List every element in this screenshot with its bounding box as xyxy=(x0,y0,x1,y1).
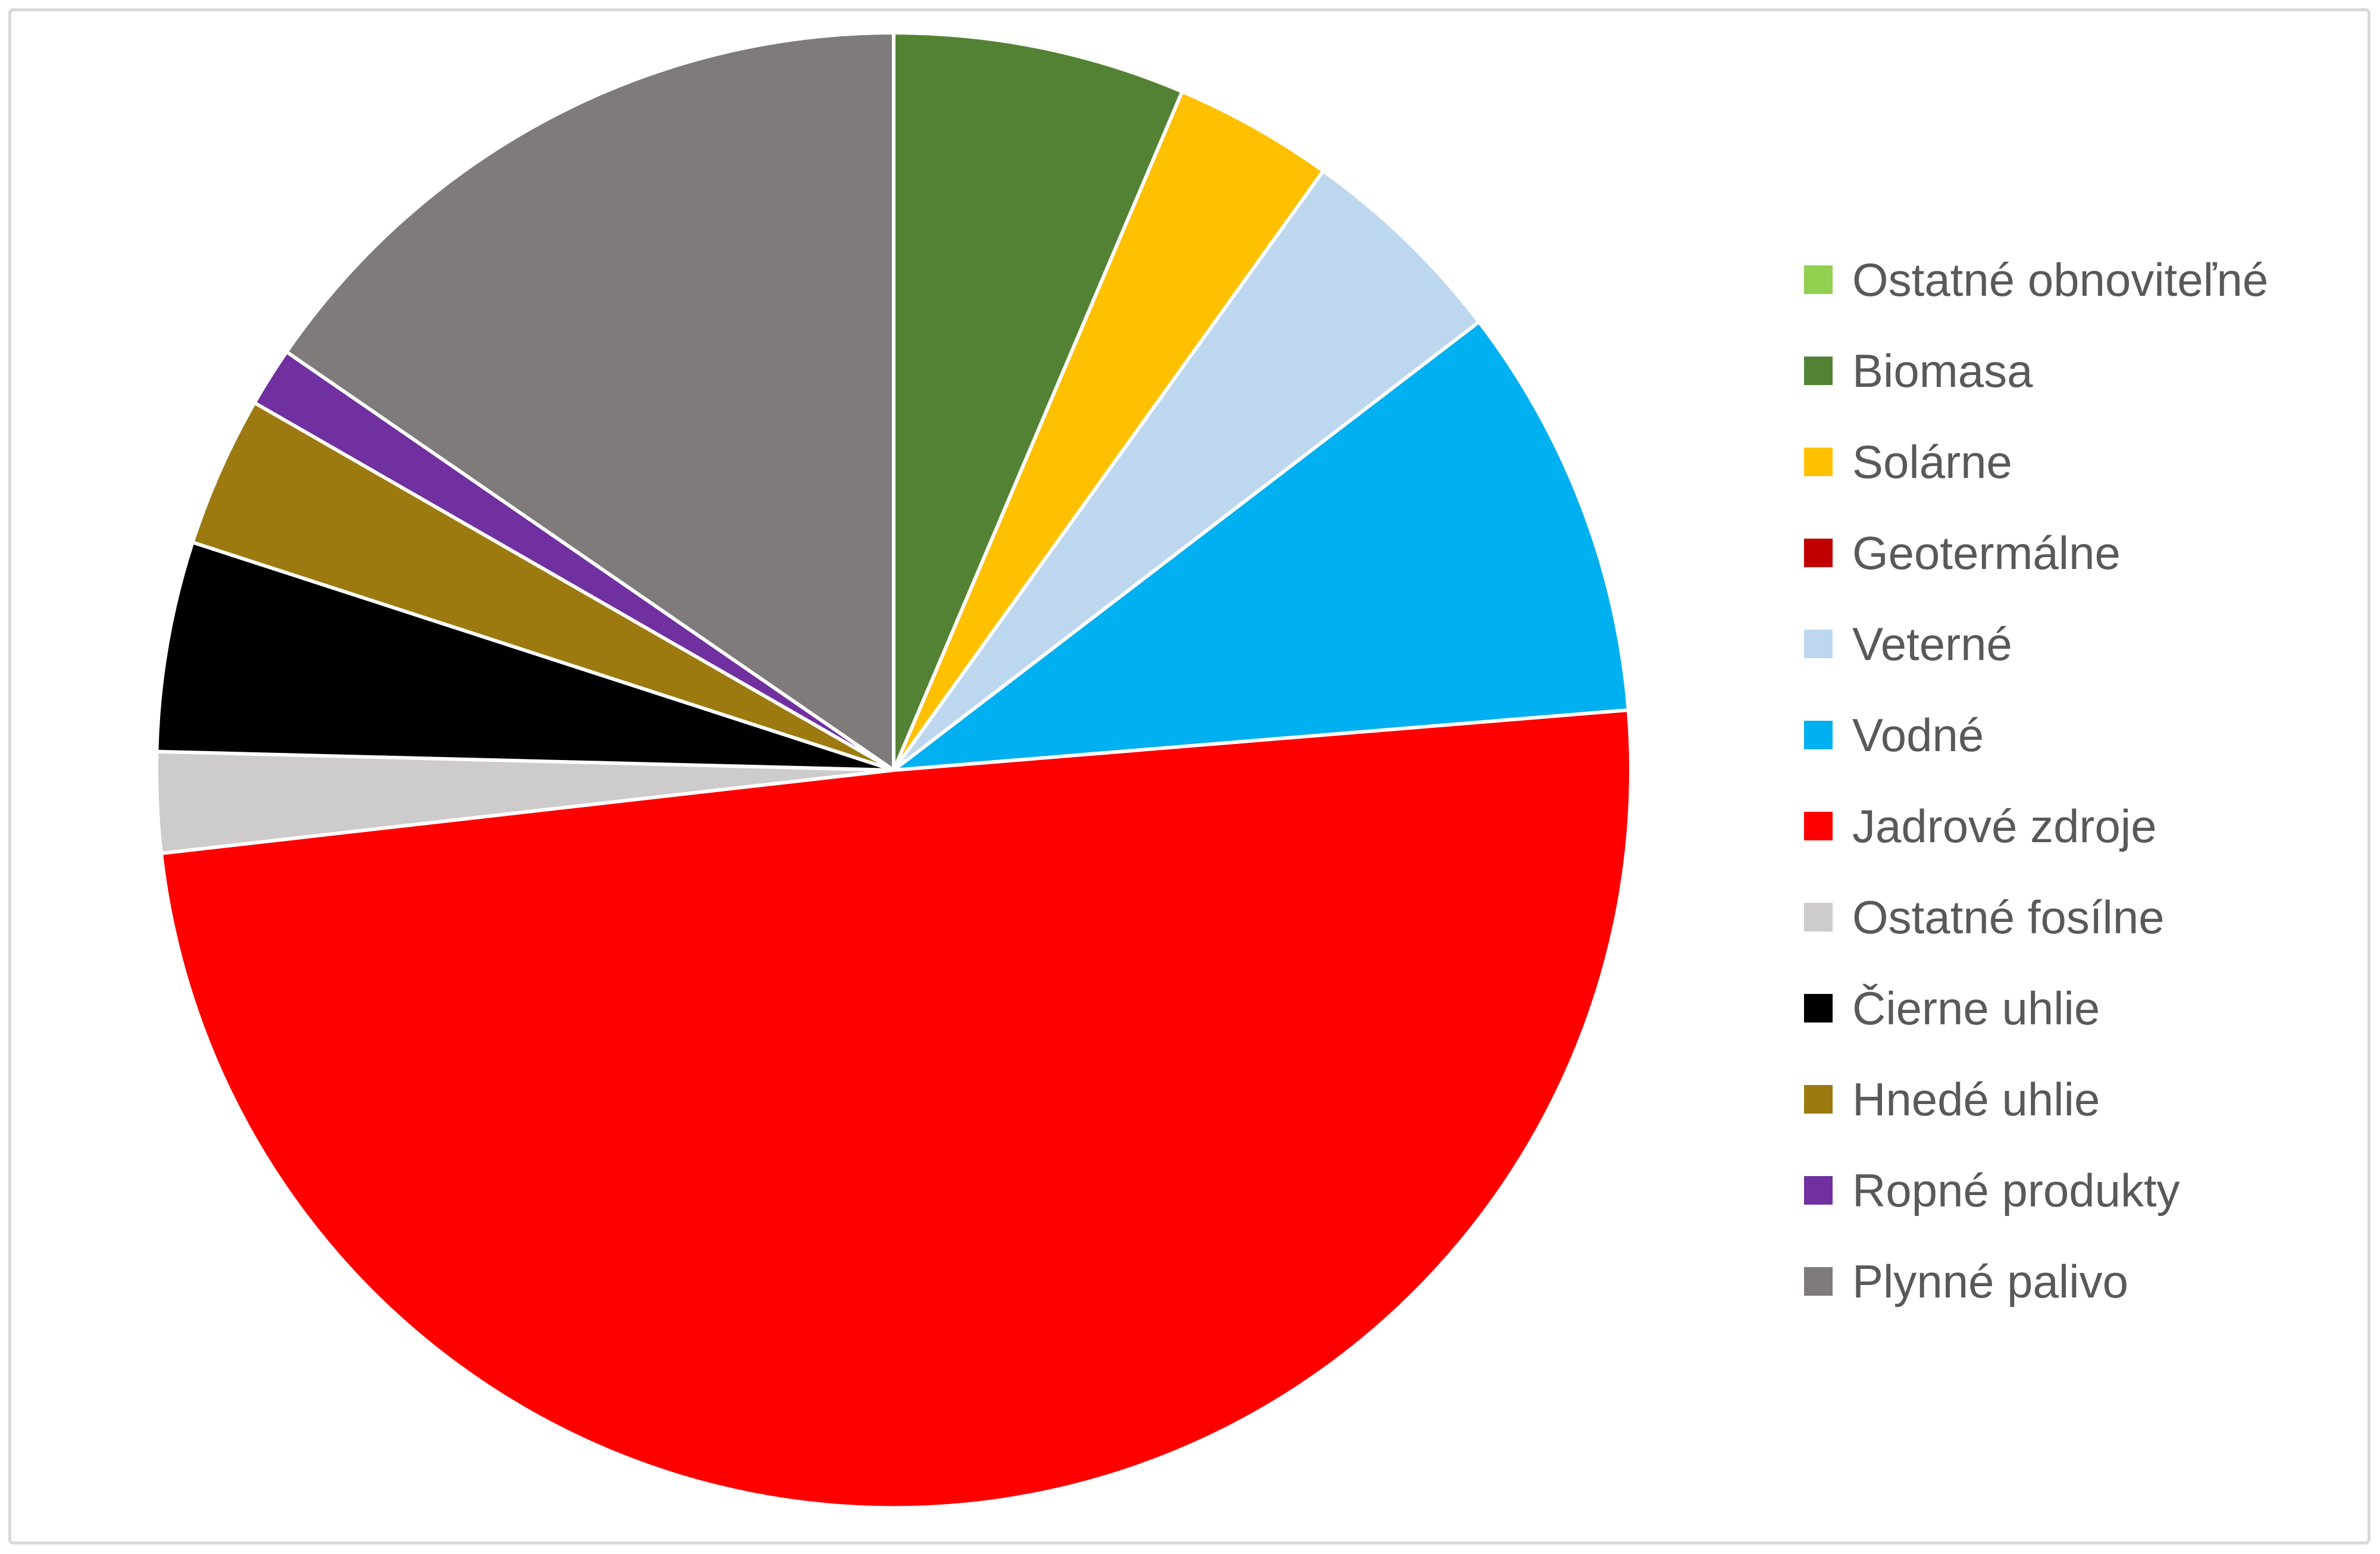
legend-swatch-icon xyxy=(1804,265,1833,294)
legend-swatch-icon xyxy=(1804,629,1833,658)
pie-slice-ropne-produkty xyxy=(256,352,894,770)
legend-swatch-icon xyxy=(1804,811,1833,840)
legend-swatch-icon xyxy=(1804,538,1833,567)
pie-slice-plynne-palivo xyxy=(288,35,894,770)
legend-item-solarne: Solárne xyxy=(1804,416,2268,507)
legend-item-label: Plynné palivo xyxy=(1852,1255,2128,1308)
legend-item-label: Ostatné obnoviteľné xyxy=(1852,253,2269,306)
pie-slice-vodne xyxy=(894,323,1627,770)
pie-slice-veterne xyxy=(894,172,1478,770)
legend-swatch-icon xyxy=(1804,1084,1833,1114)
slice-separator-line xyxy=(255,402,895,772)
slice-separator-line xyxy=(892,171,1324,771)
legend-item-hnede-uhlie: Hnedé uhlie xyxy=(1804,1053,2268,1145)
slice-separator-line xyxy=(892,92,1183,771)
legend-item-label: Veterné xyxy=(1852,617,2012,670)
legend-item-veterne: Veterné xyxy=(1804,598,2268,689)
legend-item-biomasa: Biomasa xyxy=(1804,325,2268,416)
legend-swatch-icon xyxy=(1804,902,1833,931)
legend-swatch-icon xyxy=(1804,356,1833,385)
legend-swatch-icon xyxy=(1804,993,1833,1023)
legend-item-label: Geotermálne xyxy=(1852,526,2121,579)
legend-item-cierne-uhlie: Čierne uhlie xyxy=(1804,962,2268,1053)
legend-item-vodne: Vodné xyxy=(1804,689,2268,780)
pie-slice-cierne-uhlie xyxy=(158,543,894,770)
slice-separator-line xyxy=(193,541,894,772)
pie-separators-group xyxy=(158,35,1627,855)
slice-separator-line xyxy=(287,351,895,772)
legend-item-plynne-palivo: Plynné palivo xyxy=(1804,1236,2268,1327)
legend-item-label: Hnedé uhlie xyxy=(1852,1073,2100,1125)
legend-item-label: Ropné produkty xyxy=(1852,1164,2180,1217)
pie-slice-biomasa xyxy=(894,35,1182,770)
pie-slice-jadrove-zdroje xyxy=(162,710,1630,1506)
legend-item-label: Solárne xyxy=(1852,435,2012,488)
legend-item-label: Ostatné fosílne xyxy=(1852,890,2165,943)
legend-item-label: Jadrové zdroje xyxy=(1852,799,2157,852)
legend: Ostatné obnoviteľné Biomasa Solárne Geot… xyxy=(1804,234,2268,1327)
legend-item-ostatne-obnovitelne: Ostatné obnoviteľné xyxy=(1804,234,2268,325)
legend-item-ostatne-fosilne: Ostatné fosílne xyxy=(1804,871,2268,962)
slice-separator-line xyxy=(893,708,1627,772)
slice-separator-line xyxy=(162,768,894,855)
pie-slice-ostatne-fosilne xyxy=(158,751,894,853)
legend-item-label: Biomasa xyxy=(1852,344,2033,397)
legend-item-geotermalne: Geotermálne xyxy=(1804,507,2268,598)
legend-item-label: Vodné xyxy=(1852,708,1984,761)
pie-slice-solarne xyxy=(894,93,1323,771)
pie-slice-hnede-uhlie xyxy=(194,404,894,770)
legend-item-ropne-produkty: Ropné produkty xyxy=(1804,1145,2268,1236)
legend-swatch-icon xyxy=(1804,720,1833,749)
pie-slices-group xyxy=(158,35,1630,1506)
legend-swatch-icon xyxy=(1804,447,1833,476)
slice-separator-line xyxy=(158,749,894,772)
legend-item-jadrove-zdroje: Jadrové zdroje xyxy=(1804,780,2268,871)
legend-item-label: Čierne uhlie xyxy=(1852,981,2100,1034)
legend-swatch-icon xyxy=(1804,1175,1833,1205)
legend-swatch-icon xyxy=(1804,1267,1833,1296)
slice-separator-line xyxy=(892,321,1479,772)
